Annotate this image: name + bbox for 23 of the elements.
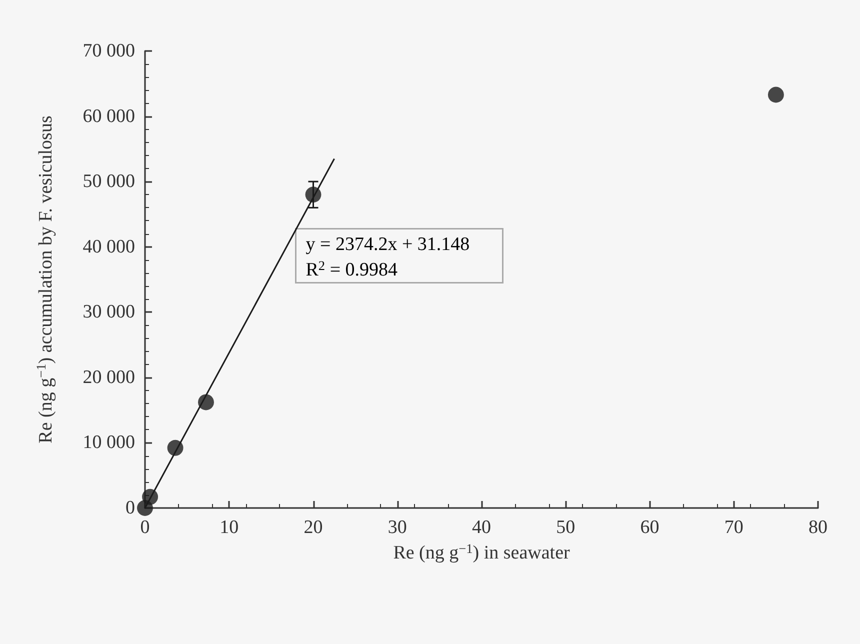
y-tick-label: 30 000: [82, 302, 135, 323]
x-tick-label: 30: [388, 517, 407, 538]
y-tick-label: 50 000: [82, 171, 135, 192]
y-axis-title: Re (ng g−1) accumulation by F. vesiculosus: [34, 116, 56, 444]
x-tick-label: 40: [472, 517, 491, 538]
point: [167, 440, 184, 456]
point: [142, 488, 158, 505]
y-tick-label: 60 000: [82, 106, 135, 127]
point: [198, 394, 214, 410]
x-tick-label: 70: [724, 517, 744, 538]
x-tick-label: 0: [140, 517, 150, 538]
x-tick-label: 80: [808, 517, 828, 538]
y-tick-label: 10 000: [82, 432, 135, 454]
y-tick-label: 70 000: [82, 40, 135, 62]
y-tick-label: 20 000: [82, 366, 135, 388]
y-tick-label: 0: [126, 498, 135, 518]
x-tick-label: 60: [640, 517, 660, 538]
annotation: y = 2374.2x + 31.148: [306, 234, 470, 255]
y-tick-label: 40 000: [82, 236, 135, 258]
x-tick-label: 20: [304, 517, 323, 538]
x-tick-label: 50: [556, 517, 576, 538]
point: [768, 86, 784, 103]
x-tick-label: 10: [220, 517, 239, 538]
